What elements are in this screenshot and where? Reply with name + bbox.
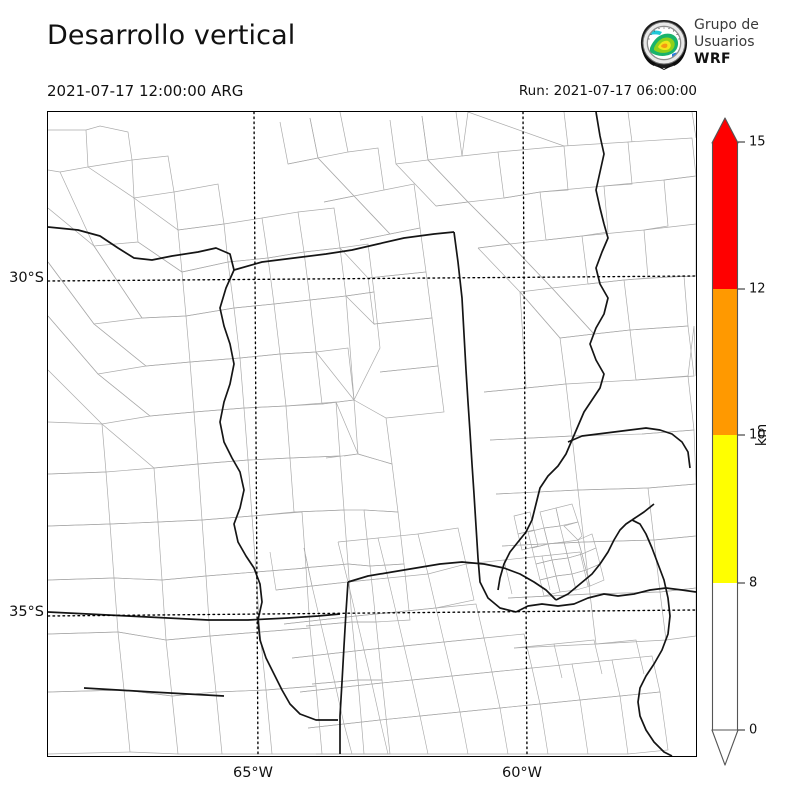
logo-wordmark: Grupo de Usuarios WRF [694,17,794,71]
map-vector-layer [48,112,696,756]
colorbar-tick-15: 15 [749,134,766,150]
logo-line-2: Usuarios [694,34,755,50]
department-boundaries [48,112,696,755]
colorbar[interactable]: 15 12 10 8 0 [711,117,766,766]
colorbar-gradient [711,117,745,766]
model-run-label: Run: 2021-07-17 06:00:00 [518,83,697,99]
logo-line-3: WRF [694,51,731,67]
lon-tick-label-60w: 60°W [501,765,543,781]
colorbar-tick-0: 0 [749,722,758,738]
graticule-lines [48,112,696,756]
province-boundaries [48,112,696,756]
colorbar-tick-8: 8 [749,575,758,591]
lat-tick-label-35s: 35°S [9,604,44,620]
forecast-map[interactable] [47,111,697,757]
colorbar-tick-12: 12 [749,281,766,297]
logo-line-1: Grupo de [694,17,759,33]
wrf-user-group-logo: Grupo de Usuarios WRF [638,17,794,71]
valid-time-label: 2021-07-17 12:00:00 ARG [47,82,244,100]
colorbar-unit-label: km [754,423,770,447]
colorbar-tick-10: 10 [749,427,766,443]
lat-tick-label-30s: 30°S [9,270,44,286]
globe-emblem-icon [638,18,690,70]
page-title: Desarrollo vertical [47,20,296,51]
lon-tick-label-65w: 65°W [232,765,274,781]
